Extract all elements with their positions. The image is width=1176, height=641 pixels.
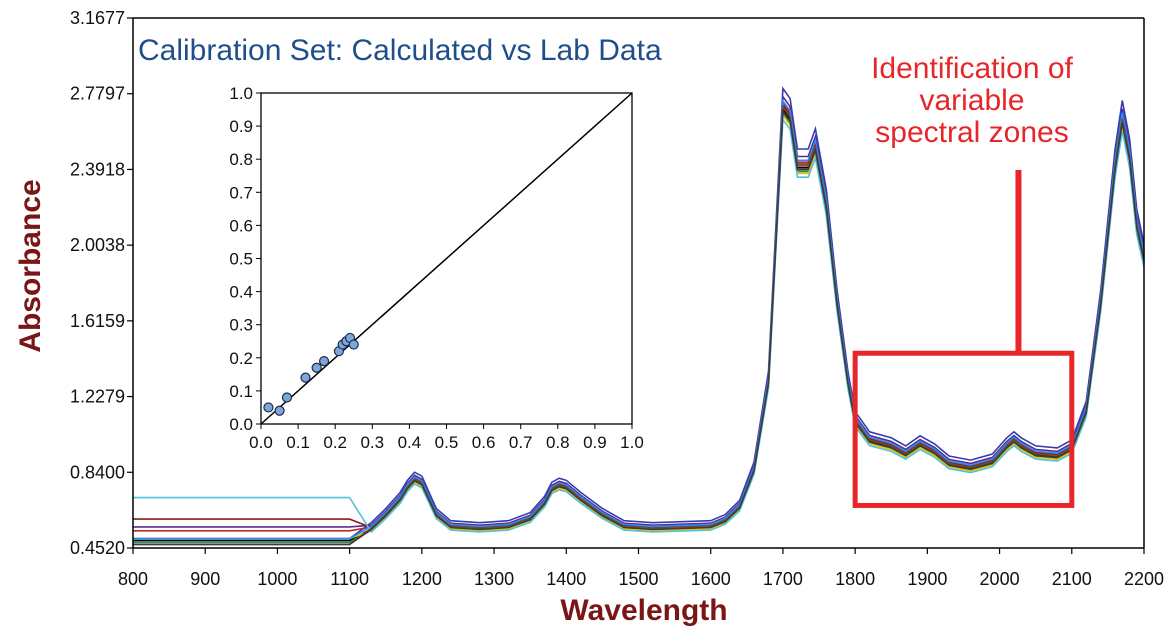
x-tick-label: 1600 — [691, 569, 731, 589]
inset-y-tick-label: 0.7 — [229, 183, 253, 202]
inset-scatter-point — [274, 405, 285, 416]
inset-scatter-point — [281, 392, 293, 403]
annotation-text-line: spectral zones — [875, 116, 1068, 149]
main-axes: 0.4520 0.8400 1.2279 1.6159 2.0038 2.3918 2.77… — [70, 8, 1164, 589]
x-tick-label: 1100 — [330, 569, 369, 589]
x-tick-label: 1700 — [763, 569, 803, 589]
inset-scatter-point — [263, 402, 274, 413]
y-tick-label: 2.7797 — [70, 84, 125, 104]
inset-scatter-point — [311, 362, 322, 373]
y-tick-label: 2.0038 — [70, 235, 125, 255]
annotation-text-line: variable — [919, 84, 1024, 117]
x-tick-label: 1000 — [257, 569, 297, 589]
inset-x-tick-label: 0.8 — [546, 433, 570, 452]
inset-x-tick-label: 0.3 — [360, 433, 384, 452]
x-tick-label: 800 — [118, 569, 148, 589]
inset-x-tick-label: 0.6 — [472, 433, 496, 452]
variable-zone-highlight-box — [852, 350, 1075, 508]
y-axis-title: Absorbance — [14, 179, 47, 352]
y-tick-label: 1.6159 — [70, 311, 125, 331]
x-tick-label: 1800 — [835, 569, 875, 589]
x-tick-label: 1400 — [546, 569, 586, 589]
inset-x-tick-label: 0.4 — [398, 433, 422, 452]
annotation-text-line: Identification of — [871, 52, 1073, 85]
spectrum-series-line — [133, 109, 1145, 546]
inset-x-tick-label: 0.1 — [286, 433, 310, 452]
inset-x-tick-label: 0.5 — [435, 433, 459, 452]
x-tick-label: 900 — [190, 569, 220, 589]
x-tick-label: 2000 — [980, 569, 1020, 589]
inset-scatter-point — [348, 339, 359, 350]
inset-scatter-point — [318, 356, 330, 367]
x-tick-label: 1900 — [907, 569, 947, 589]
inset-y-tick-label: 0.3 — [229, 316, 253, 335]
y-tick-label: 0.4520 — [70, 538, 125, 558]
x-tick-label: 2100 — [1052, 569, 1092, 589]
inset-title: Calibration Set: Calculated vs Lab Data — [138, 34, 662, 67]
inset-y-tick-label: 0.9 — [229, 117, 253, 136]
inset-y-tick-label: 0.6 — [229, 216, 253, 235]
x-tick-label: 2200 — [1124, 569, 1164, 589]
inset-x-tick-label: 0.0 — [249, 433, 273, 452]
inset-y-tick-label: 0.5 — [229, 250, 253, 269]
inset-y-tick-label: 0.4 — [229, 283, 253, 302]
inset-x-tick-label: 1.0 — [620, 433, 644, 452]
y-tick-label: 0.8400 — [70, 462, 125, 482]
inset-y-tick-label: 0.0 — [229, 415, 253, 434]
y-tick-label: 3.1677 — [70, 8, 125, 28]
inset-y-tick-label: 1.0 — [229, 84, 253, 103]
x-tick-label: 1500 — [618, 569, 658, 589]
x-tick-label: 1300 — [474, 569, 514, 589]
x-axis-title: Wavelength — [560, 594, 727, 627]
inset-y-tick-label: 0.2 — [229, 349, 253, 368]
inset-x-tick-label: 0.2 — [323, 433, 347, 452]
inset-x-tick-label: 0.9 — [583, 433, 607, 452]
y-tick-label: 2.3918 — [70, 159, 125, 179]
inset-scatter-plot: 0.0 0.1 0.2 0.3 0.4 0.5 0.6 0.7 0.8 0.9 1.0 0.0 0.1 0… — [229, 84, 643, 452]
inset-reference-line — [260, 92, 633, 425]
y-tick-label: 1.2279 — [70, 387, 125, 407]
inset-scatter-point — [300, 372, 311, 383]
x-tick-label: 1200 — [402, 569, 442, 589]
inset-x-tick-label: 0.7 — [509, 433, 533, 452]
spectra-series-group — [133, 86, 1145, 546]
inset-y-tick-label: 0.8 — [229, 150, 253, 169]
inset-y-tick-label: 0.1 — [229, 382, 253, 401]
